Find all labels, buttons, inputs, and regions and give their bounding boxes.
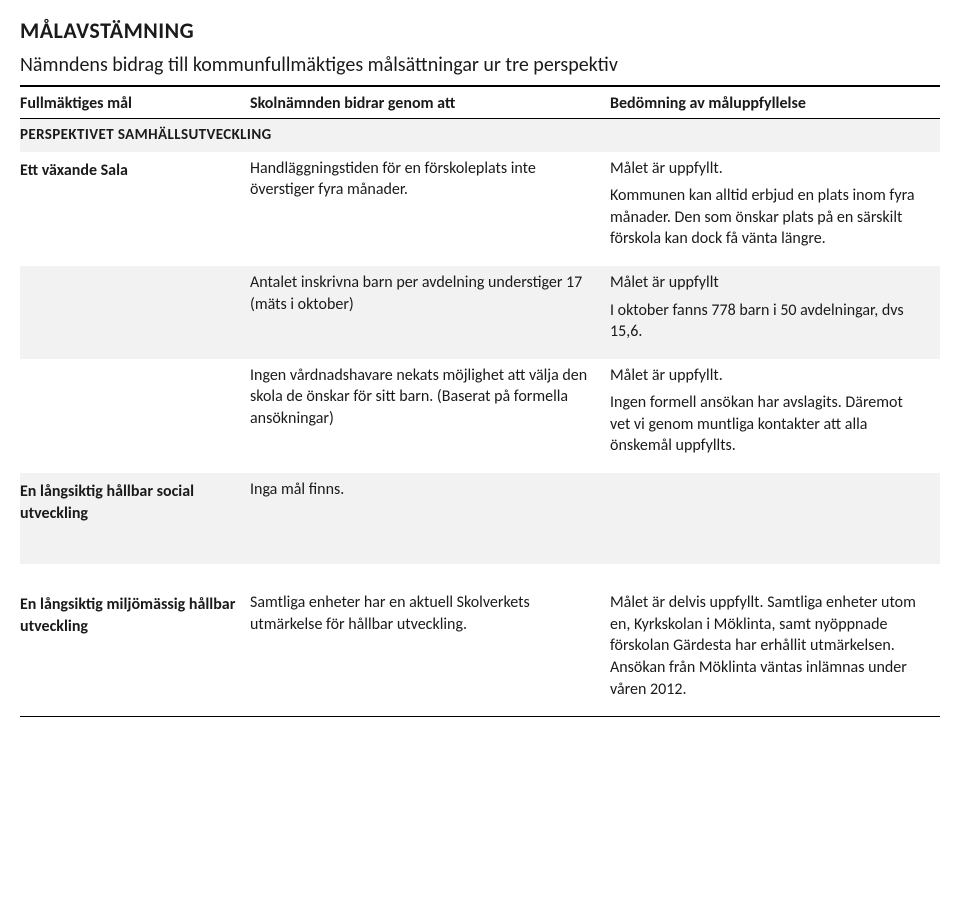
contribution-text: Ingen vårdnadshavare nekats möjlighet at…	[250, 365, 610, 463]
col-header-1: Fullmäktiges mål	[20, 93, 250, 115]
text: Målet är uppfyllt.	[610, 158, 926, 180]
contribution-text: Samtliga enheter har en aktuell Skolverk…	[250, 592, 610, 706]
text: Kommunen kan alltid erbjud en plats inom…	[610, 185, 926, 250]
table-row: Antalet inskrivna barn per avdelning und…	[20, 266, 940, 359]
assessment-text: Målet är uppfyllt. Kommunen kan alltid e…	[610, 158, 940, 256]
col-header-2: Skolnämnden bidrar genom att	[250, 93, 610, 115]
assessment-text: Målet är uppfyllt. Ingen formell ansökan…	[610, 365, 940, 463]
column-headers: Fullmäktiges mål Skolnämnden bidrar geno…	[20, 87, 940, 119]
goal-label	[20, 272, 250, 349]
table-row: En långsiktig miljömässig hållbar utveck…	[20, 586, 940, 716]
goal-label	[20, 365, 250, 463]
col-header-3: Bedömning av måluppfyllelse	[610, 93, 940, 115]
page-title: MÅLAVSTÄMNING	[20, 16, 940, 46]
contribution-text: Handläggningstiden för en förskoleplats …	[250, 158, 610, 256]
assessment-text: Målet är delvis uppfyllt. Samtliga enhet…	[610, 592, 940, 706]
contribution-text: Antalet inskrivna barn per avdelning und…	[250, 272, 610, 349]
goal-label: En långsiktig miljömässig hållbar utveck…	[20, 592, 250, 706]
assessment-text	[610, 479, 940, 524]
text: Målet är uppfyllt.	[610, 365, 926, 387]
table-row: Ett växande Sala Handläggningstiden för …	[20, 152, 940, 266]
text: Inga mål finns.	[250, 479, 596, 501]
text: Ingen formell ansökan har avslagits. Där…	[610, 392, 926, 457]
text: Handläggningstiden för en förskoleplats …	[250, 158, 596, 201]
text: I oktober fanns 778 barn i 50 avdelninga…	[610, 300, 926, 343]
table-row: En långsiktig hållbar social utveckling …	[20, 473, 940, 564]
page-subtitle: Nämndens bidrag till kommunfullmäktiges …	[20, 52, 940, 79]
divider-bottom	[20, 716, 940, 717]
text: Ingen vårdnadshavare nekats möjlighet at…	[250, 365, 596, 430]
contribution-text: Inga mål finns.	[250, 479, 610, 524]
perspective-heading: PERSPEKTIVET SAMHÄLLSUTVECKLING	[20, 119, 940, 151]
goal-label: En långsiktig hållbar social utveckling	[20, 479, 250, 524]
table-row: Ingen vårdnadshavare nekats möjlighet at…	[20, 359, 940, 473]
text: Antalet inskrivna barn per avdelning und…	[250, 272, 596, 315]
assessment-text: Målet är uppfyllt I oktober fanns 778 ba…	[610, 272, 940, 349]
text: Målet är delvis uppfyllt. Samtliga enhet…	[610, 592, 926, 700]
goal-label: Ett växande Sala	[20, 158, 250, 256]
text: Samtliga enheter har en aktuell Skolverk…	[250, 592, 596, 635]
text: Målet är uppfyllt	[610, 272, 926, 294]
